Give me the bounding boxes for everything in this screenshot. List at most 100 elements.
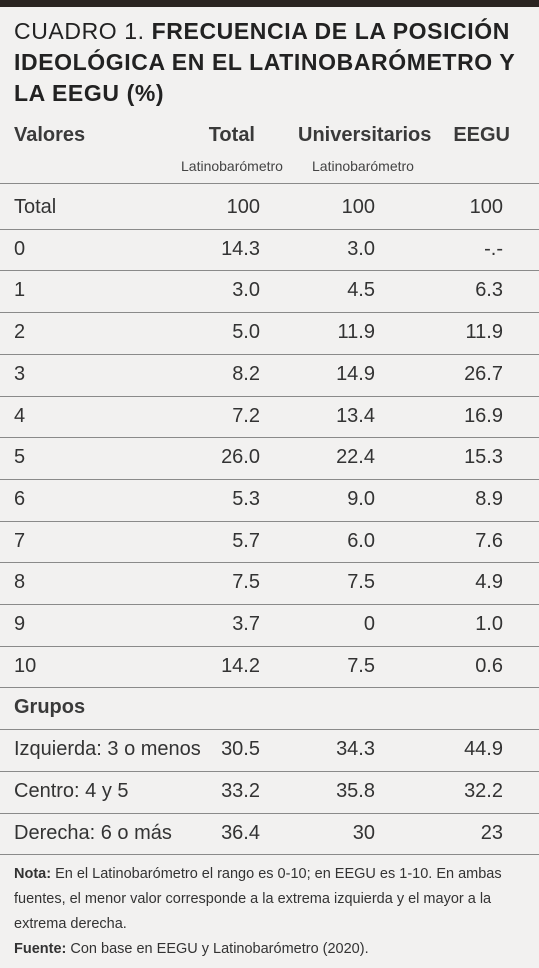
header-valores: Valores [14,124,86,146]
fuente-label: Fuente: [14,941,67,957]
table-title: CUADRO 1. FRECUENCIA DE LA POSICIÓN IDEO… [14,16,524,109]
row-divider [0,687,539,689]
row-label: 4 [14,404,26,427]
row-divider [0,478,539,480]
cell-total: 5.0 [232,321,260,344]
top-bar [0,0,539,7]
cell-universitarios: 3.0 [347,237,375,260]
row-divider [0,437,539,439]
cell-universitarios: 14.9 [336,362,375,385]
table-row: Derecha: 6 o más 36.4 30 23 [0,813,539,855]
cell-eegu: 8.9 [475,487,503,510]
row-label: 9 [14,613,26,635]
groups-heading-row: Grupos [0,687,539,729]
cell-total: 26.0 [221,446,260,469]
nota-text: En el Latinobarómetro el rango es 0-10; … [14,866,502,932]
row-label: 5 [14,446,26,469]
row-label: Izquierda: 3 o menos [14,738,201,761]
row-divider [0,270,539,272]
row-label: Derecha: 6 o más [14,821,172,844]
cell-total: 3.7 [232,613,260,635]
row-label: Total [14,196,57,218]
title-bold: FRECUENCIA DE LA POSICIÓN IDEOLÓGICA EN … [14,18,515,106]
row-divider [0,228,539,230]
fuente-text: Con base en EEGU y Latinobarómetro (2020… [66,941,369,957]
cell-eegu: 11.9 [465,321,503,344]
header-universitarios: Universitarios [298,124,432,146]
table-row: 6 5.3 9.0 8.9 [0,479,539,521]
row-divider [0,520,539,522]
cell-total: 7.2 [232,404,260,427]
cell-eegu: 23 [480,821,503,844]
table-row: 2 5.0 11.9 11.9 [0,312,539,354]
groups-heading: Grupos [14,696,86,719]
table-row: 9 3.7 0 1.0 [0,604,539,646]
cell-universitarios: 7.5 [347,571,375,594]
row-label: 7 [14,529,26,552]
cell-total: 7.5 [232,571,260,594]
cell-eegu: 1.0 [475,613,503,635]
table-row: 1 3.0 4.5 6.3 [0,270,539,312]
nota-label: Nota: [14,866,52,882]
row-divider [0,312,539,314]
notes: Nota: En el Latinobarómetro el rango es … [14,862,514,962]
cell-total: 14.3 [221,237,260,260]
cell-universitarios: 4.5 [347,279,375,302]
table-row: Total 100 100 100 [0,187,539,229]
cell-universitarios: 11.9 [337,321,375,344]
cell-eegu: 4.9 [475,571,503,594]
table-row: 0 14.3 3.0 -.- [0,229,539,271]
row-divider [0,770,539,772]
table-row: Izquierda: 3 o menos 30.5 34.3 44.9 [0,729,539,771]
table-row: 7 5.7 6.0 7.6 [0,521,539,563]
table-row: 5 26.0 22.4 15.3 [0,437,539,479]
subheader-total: Latinobarómetro [181,158,283,174]
row-divider [0,604,539,605]
row-label: 2 [14,321,26,344]
cell-total: 8.2 [232,362,260,385]
cell-eegu: 15.3 [464,446,503,469]
cell-total: 100 [226,196,260,218]
cell-eegu: 6.3 [475,279,503,302]
row-label: 0 [14,237,26,260]
table-row: 8 7.5 7.5 4.9 [0,562,539,604]
cell-eegu: 100 [469,196,503,218]
row-divider [0,729,539,731]
cell-total: 33.2 [221,779,260,802]
row-divider [0,183,539,184]
row-label: 8 [14,571,26,594]
row-divider [0,562,539,564]
row-label: 1 [14,279,26,302]
cell-total: 14.2 [221,654,260,677]
cell-eegu: 16.9 [464,404,503,427]
subheader-universitarios: Latinobarómetro [312,158,414,174]
cell-total: 5.3 [232,487,260,510]
cell-universitarios: 7.5 [347,654,375,677]
cell-eegu: 44.9 [464,738,503,761]
cell-universitarios: 34.3 [336,738,375,761]
table-row: Centro: 4 y 5 33.2 35.8 32.2 [0,771,539,813]
cell-universitarios: 13.4 [336,404,375,427]
header-total: Total [208,124,255,146]
cell-universitarios: 30 [352,821,375,844]
cell-universitarios: 0 [363,613,375,635]
cell-universitarios: 6.0 [347,529,375,552]
cell-universitarios: 9.0 [347,487,375,510]
table-row: 10 14.2 7.5 0.6 [0,646,539,688]
row-label: 6 [14,487,26,510]
row-divider [0,353,539,355]
title-lead: CUADRO 1. [14,18,152,44]
table-row: 3 8.2 14.9 26.7 [0,354,539,396]
cell-universitarios: 100 [341,196,375,218]
row-label: 3 [14,362,26,385]
row-divider [0,854,539,856]
cell-universitarios: 22.4 [336,446,375,469]
cell-total: 30.5 [221,738,260,761]
cell-total: 3.0 [232,279,260,302]
cell-eegu: 32.2 [464,779,503,802]
cell-total: 5.7 [232,529,260,552]
table-row: 4 7.2 13.4 16.9 [0,396,539,438]
row-label: 10 [14,654,37,677]
cell-universitarios: 35.8 [336,779,375,802]
cell-eegu: 0.6 [475,654,503,677]
